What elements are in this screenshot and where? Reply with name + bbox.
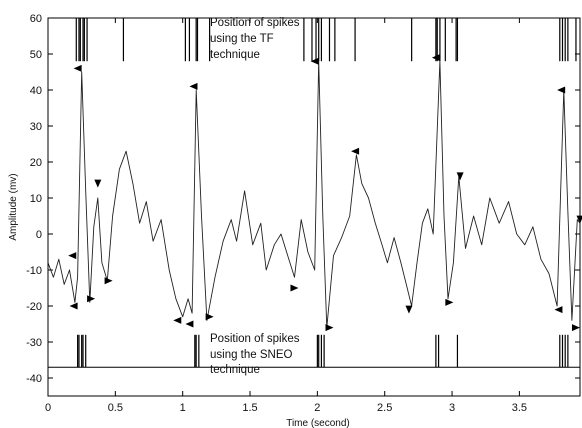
x-tick-label: 1.5 (242, 402, 257, 414)
spike-marker (73, 64, 82, 72)
y-tick-label: -40 (26, 373, 42, 385)
y-tick-label: 20 (30, 157, 42, 169)
plot-frame (47, 17, 581, 397)
sneo-annotation-line-1: Position of spikes (210, 333, 300, 345)
tick-layer: -40 -30 -20 -10 0 10 20 30 40 50 60 0 0.5 1 1.5 2 2.5 3 3.… (26, 13, 580, 414)
spike-marker (69, 302, 78, 310)
tf-annotation-line-2: using the TF (210, 33, 274, 45)
spike-marker (189, 82, 198, 90)
series-layer (47, 60, 581, 329)
spike-marker (351, 147, 360, 155)
y-axis-label: Amplitude (mv) (8, 173, 19, 240)
spike-marker (87, 295, 96, 303)
y-tick-label: -20 (26, 301, 42, 313)
y-tick-label: 40 (30, 85, 42, 97)
y-tick-label: 10 (30, 193, 42, 205)
spike-marker (405, 305, 413, 314)
x-tick-label: 0 (45, 402, 51, 414)
y-tick-label: -10 (26, 265, 42, 277)
sneo-annotation-line-2: using the SNEO (210, 349, 293, 361)
x-tick-label: 1 (180, 402, 186, 414)
spike-marker (325, 324, 334, 332)
x-tick-label: 0.5 (108, 402, 123, 414)
spike-marker (431, 54, 440, 62)
spike-marker (185, 320, 194, 328)
spike-marker (310, 57, 319, 65)
spike-marker (173, 316, 182, 324)
x-tick-label: 3 (449, 402, 455, 414)
tf-annotation-line-3: technique (210, 49, 260, 61)
y-tick-label: 60 (30, 13, 42, 25)
x-axis-label: Time (second) (286, 418, 350, 428)
sneo-annotation-line-3: technique (210, 364, 260, 376)
spike-marker (68, 252, 77, 260)
signal-line (47, 60, 581, 329)
spike-marker (104, 277, 113, 285)
spike-band-layer (48, 18, 580, 368)
y-tick-label: 0 (36, 229, 42, 241)
spike-marker (205, 313, 214, 321)
y-tick-label: 50 (30, 49, 42, 61)
y-tick-label: 30 (30, 121, 42, 133)
spike-marker (557, 86, 566, 94)
spike-marker (290, 284, 299, 292)
y-tick-label: -30 (26, 337, 42, 349)
x-tick-label: 3.5 (512, 402, 527, 414)
tf-annotation-line-1: Position of spikes (210, 17, 300, 29)
x-tick-label: 2 (314, 402, 320, 414)
spike-marker (571, 324, 580, 332)
spike-marker (445, 298, 454, 306)
x-tick-label: 2.5 (377, 402, 392, 414)
spike-marker (554, 306, 563, 314)
marker-layer (68, 54, 582, 332)
spike-marker (94, 179, 102, 188)
spike-marker (576, 215, 582, 224)
spike-marker (456, 172, 464, 181)
